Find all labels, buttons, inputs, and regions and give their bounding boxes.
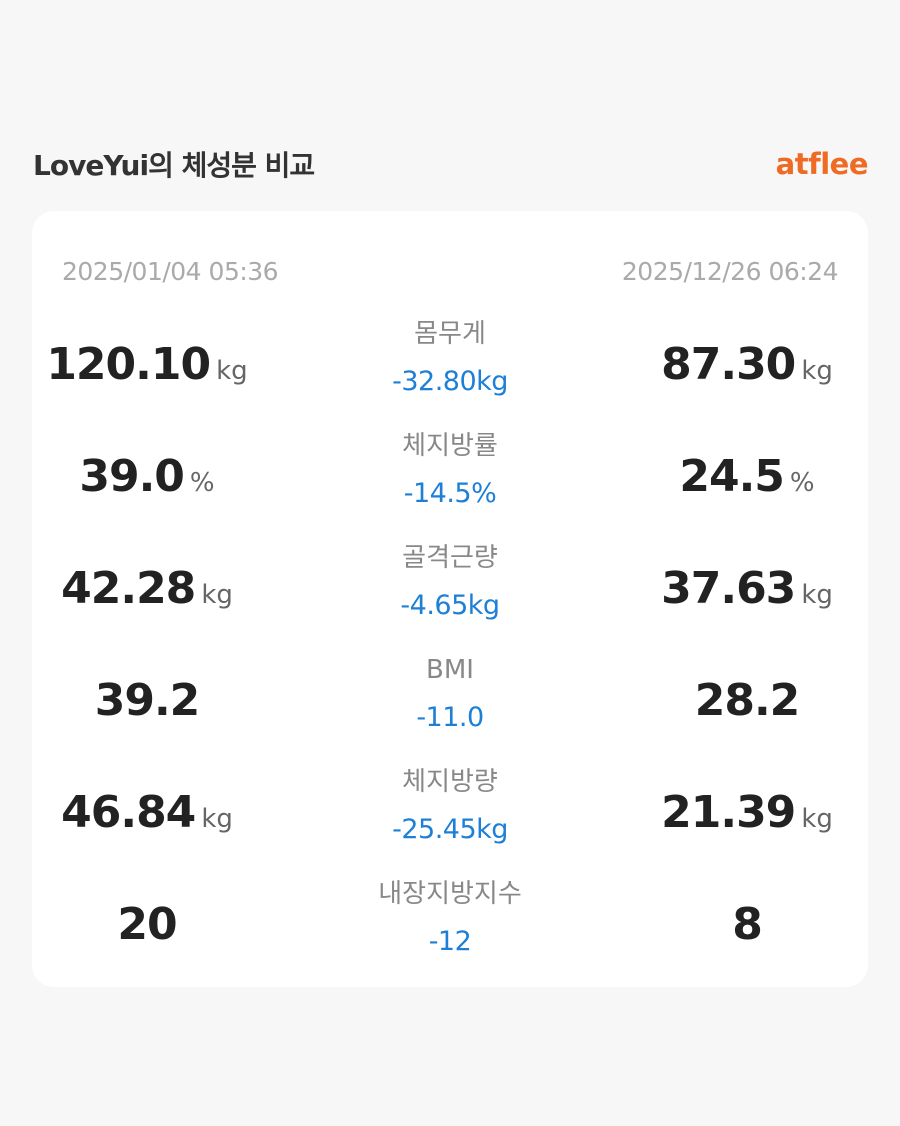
- after-date: 2025/12/26 06:24: [621, 256, 839, 286]
- after-number: 37.63: [661, 563, 796, 614]
- after-number: 24.5: [679, 451, 785, 502]
- header: LoveYui의 체성분 비교 atflee: [33, 142, 869, 186]
- after-value: 87.30 kg: [632, 339, 862, 409]
- metric-center: 몸무게 -32.80kg: [300, 311, 600, 423]
- metric-diff: -32.80kg: [392, 366, 508, 397]
- metric-label: 체지방량: [402, 767, 498, 797]
- before-value: 46.84 kg: [32, 787, 262, 857]
- metric-row-weight: 120.10 kg 몸무게 -32.80kg 87.30 kg: [32, 311, 868, 423]
- before-value: 39.2: [32, 675, 262, 745]
- metric-row-visceral-fat: 20 내장지방지수 -12 8: [32, 871, 868, 983]
- before-unit: kg: [201, 580, 233, 610]
- before-value: 20: [32, 899, 262, 969]
- after-number: 8: [732, 899, 763, 950]
- before-unit: kg: [201, 804, 233, 834]
- metric-label: 체지방률: [402, 431, 498, 461]
- before-date: 2025/01/04 05:36: [62, 256, 279, 286]
- after-unit: kg: [801, 356, 833, 386]
- before-value: 120.10 kg: [32, 339, 262, 409]
- metric-row-skeletal-muscle: 42.28 kg 골격근량 -4.65kg 37.63 kg: [32, 535, 868, 647]
- before-number: 39.2: [94, 675, 201, 726]
- before-number: 120.10: [46, 339, 211, 390]
- brand-logo: atflee: [775, 147, 869, 181]
- after-unit: kg: [801, 804, 833, 834]
- metric-diff: -14.5%: [403, 478, 497, 509]
- metric-row-body-fat-percent: 39.0 % 체지방률 -14.5% 24.5 %: [32, 423, 868, 535]
- before-number: 46.84: [61, 787, 196, 838]
- after-number: 28.2: [694, 675, 801, 726]
- metric-row-body-fat-mass: 46.84 kg 체지방량 -25.45kg 21.39 kg: [32, 759, 868, 871]
- after-unit: kg: [801, 580, 833, 610]
- metric-label: BMI: [426, 655, 474, 685]
- after-value: 28.2: [632, 675, 862, 745]
- date-row: 2025/01/04 05:36 2025/12/26 06:24: [62, 251, 839, 291]
- before-number: 20: [117, 899, 177, 950]
- metric-label: 내장지방지수: [378, 879, 522, 909]
- before-number: 39.0: [79, 451, 185, 502]
- metric-diff: -4.65kg: [400, 590, 500, 621]
- metric-diff: -11.0: [416, 702, 484, 733]
- metric-diff: -12: [428, 926, 472, 957]
- after-value: 8: [632, 899, 862, 969]
- before-unit: kg: [216, 356, 248, 386]
- metric-label: 골격근량: [402, 543, 498, 573]
- before-unit: %: [189, 468, 215, 498]
- before-value: 42.28 kg: [32, 563, 262, 633]
- metric-center: 체지방량 -25.45kg: [300, 759, 600, 871]
- after-number: 87.30: [661, 339, 796, 390]
- after-value: 21.39 kg: [632, 787, 862, 857]
- page-title: LoveYui의 체성분 비교: [33, 149, 315, 182]
- after-unit: %: [789, 468, 815, 498]
- metric-center: BMI -11.0: [300, 647, 600, 759]
- after-value: 24.5 %: [632, 451, 862, 521]
- metric-center: 골격근량 -4.65kg: [300, 535, 600, 647]
- metric-center: 체지방률 -14.5%: [300, 423, 600, 535]
- metric-label: 몸무게: [414, 319, 486, 349]
- metric-row-bmi: 39.2 BMI -11.0 28.2: [32, 647, 868, 759]
- after-number: 21.39: [661, 787, 796, 838]
- metric-center: 내장지방지수 -12: [300, 871, 600, 983]
- metric-diff: -25.45kg: [392, 814, 508, 845]
- before-value: 39.0 %: [32, 451, 262, 521]
- before-number: 42.28: [61, 563, 196, 614]
- comparison-card: 2025/01/04 05:36 2025/12/26 06:24 120.10…: [32, 211, 868, 987]
- after-value: 37.63 kg: [632, 563, 862, 633]
